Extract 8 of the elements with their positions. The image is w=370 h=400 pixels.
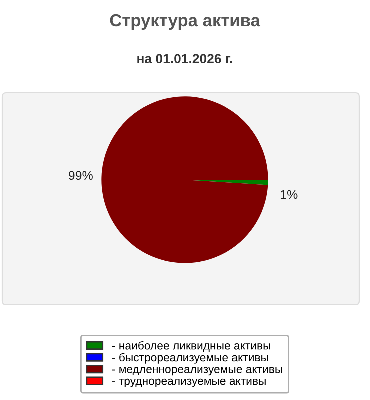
legend-label: - труднореализуемые активы (112, 378, 266, 388)
legend-label: - быстрореализуемые активы (112, 353, 268, 364)
chart-subtitle: на 01.01.2026 г. (138, 54, 232, 64)
data-label: 99% (68, 171, 93, 180)
chart-title: Структура актива (110, 14, 261, 30)
data-label: 1% (281, 190, 298, 200)
legend-label: - наиболее ликвидные активы (112, 341, 270, 352)
legend-label: - медленнореализуемые активы (112, 367, 282, 376)
